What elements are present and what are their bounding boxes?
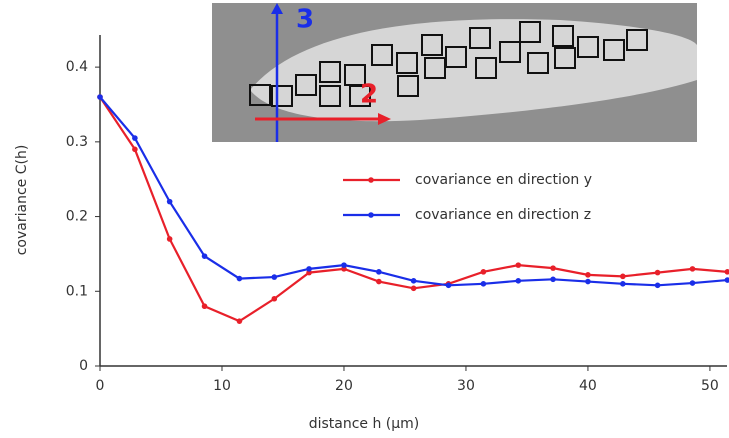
data-point bbox=[201, 253, 208, 259]
x-tick-label: 30 bbox=[457, 378, 475, 394]
data-point bbox=[724, 277, 729, 283]
data-point bbox=[550, 265, 556, 271]
data-point bbox=[132, 135, 138, 141]
data-point bbox=[689, 266, 696, 272]
legend-label: covariance en direction y bbox=[415, 172, 592, 188]
data-point bbox=[306, 266, 312, 272]
data-point bbox=[620, 273, 626, 280]
data-point bbox=[166, 236, 173, 242]
data-point bbox=[445, 282, 452, 289]
x-tick-label: 40 bbox=[579, 378, 597, 394]
data-point bbox=[585, 272, 591, 278]
data-point bbox=[724, 269, 729, 275]
data-point bbox=[166, 198, 173, 205]
data-point bbox=[236, 318, 243, 324]
data-point bbox=[689, 280, 696, 286]
data-point bbox=[585, 278, 591, 285]
inset-image: 3 2 bbox=[212, 3, 697, 142]
x-axis-label: distance h (µm) bbox=[309, 416, 420, 432]
data-point bbox=[271, 295, 278, 302]
data-point bbox=[376, 278, 382, 285]
inset-arrowhead-3 bbox=[271, 3, 283, 14]
data-point bbox=[341, 262, 347, 268]
legend-marker bbox=[368, 212, 374, 218]
legend-marker bbox=[368, 177, 374, 183]
data-point bbox=[550, 276, 556, 283]
x-tick-label: 0 bbox=[96, 378, 105, 394]
data-point bbox=[410, 285, 417, 292]
data-point bbox=[515, 262, 522, 268]
data-point bbox=[480, 281, 487, 287]
y-tick-label: 0.4 bbox=[66, 59, 88, 75]
data-point bbox=[620, 281, 626, 287]
x-tick-label: 20 bbox=[335, 378, 353, 394]
y-tick-label: 0 bbox=[79, 358, 88, 374]
inset-label: 2 bbox=[360, 80, 378, 110]
data-point bbox=[201, 303, 208, 310]
data-point bbox=[97, 94, 103, 100]
y-tick-label: 0.3 bbox=[66, 134, 88, 150]
inset-fiber-zone bbox=[250, 19, 697, 122]
x-tick-label: 10 bbox=[213, 378, 231, 394]
data-point bbox=[271, 274, 278, 280]
y-tick-label: 0.2 bbox=[66, 209, 88, 225]
data-point bbox=[410, 278, 417, 284]
data-point bbox=[236, 275, 243, 282]
data-point bbox=[654, 282, 661, 289]
inset-arrowhead-2 bbox=[378, 113, 391, 125]
data-point bbox=[480, 269, 487, 275]
y-axis-label: covariance C(h) bbox=[14, 145, 30, 256]
legend-label: covariance en direction z bbox=[415, 207, 591, 223]
inset-label: 3 bbox=[296, 5, 314, 35]
data-point bbox=[654, 269, 661, 276]
data-point bbox=[515, 278, 522, 284]
x-tick-label: 50 bbox=[701, 378, 719, 394]
inset-squares bbox=[249, 21, 648, 107]
y-tick-label: 0.1 bbox=[66, 283, 88, 299]
data-point bbox=[132, 146, 138, 153]
data-point bbox=[376, 269, 382, 275]
